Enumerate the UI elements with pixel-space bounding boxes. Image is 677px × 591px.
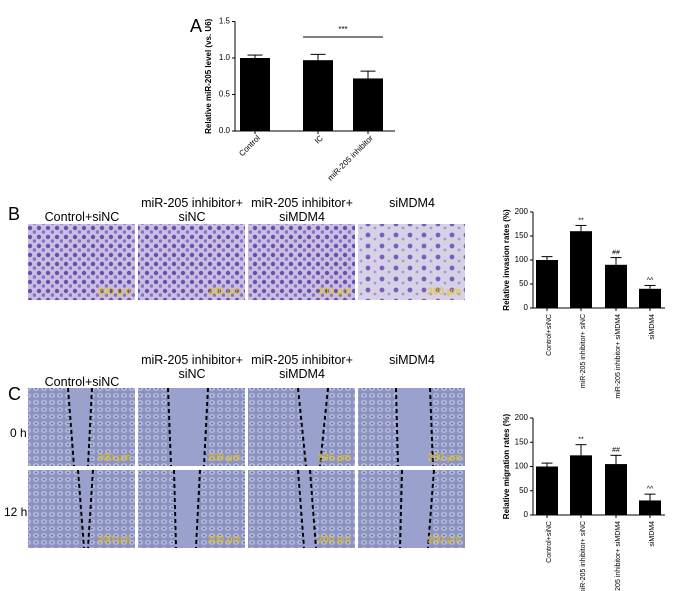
y-tick-label: 150 [515, 231, 529, 240]
scale-bar-label: 200 μm [317, 287, 351, 298]
scale-bar-label: 200 μm [317, 535, 351, 546]
significance-label: ## [612, 447, 620, 454]
wound-edge [87, 469, 94, 549]
wound-edge [297, 387, 307, 467]
y-tick-label: 100 [515, 462, 529, 471]
significance-label: ** [578, 217, 584, 224]
significance-label: ^^ [647, 486, 654, 493]
bar [605, 464, 627, 515]
scale-bar-label: 200 μm [207, 453, 241, 464]
wound-edge [77, 469, 85, 549]
wound-edge [319, 387, 329, 467]
wound-edge [395, 387, 399, 467]
bar [639, 500, 661, 515]
x-tick-label: miR-205 inhibitor [326, 133, 375, 182]
scale-bar-label: 200 μm [97, 535, 131, 546]
wound-edge [87, 387, 93, 467]
scale-bar-label: 200 μm [427, 287, 461, 298]
x-tick-label: Control [237, 133, 262, 158]
x-tick-label: miR-205 inhibitor+ siNC [580, 521, 587, 591]
invasion-image [358, 224, 465, 300]
wound-area [298, 388, 328, 466]
column-header: siMDM4 [389, 196, 435, 210]
y-tick-label: 150 [515, 437, 529, 446]
wound-edge [173, 469, 177, 549]
y-axis-label: Relative invasion rates (%) [502, 209, 511, 311]
wound-edge [309, 469, 317, 549]
column-header: miR-205 inhibitor+ siNC [141, 196, 243, 224]
bar [570, 455, 592, 515]
bar [240, 58, 270, 131]
panel-letter: C [8, 384, 21, 404]
x-tick-label: siMDM4 [649, 521, 656, 547]
row-label: 0 h [10, 426, 27, 440]
x-tick-label: miR-205 inhibitor+ siMDM4 [615, 314, 622, 399]
row-label: 12 h [4, 505, 28, 519]
y-tick-label: 0 [524, 510, 529, 519]
wound-edge [195, 469, 201, 549]
column-header: miR-205 inhibitor+ siNC [141, 353, 243, 381]
significance-label: ## [612, 249, 620, 256]
panel-letter: B [8, 204, 21, 224]
bar [570, 231, 592, 308]
x-tick-label: Control+siNC [546, 521, 553, 563]
scale-bar-label: 200 μm [97, 453, 131, 464]
scale-bar-label: 200 μm [207, 535, 241, 546]
wound-edge [67, 387, 75, 467]
wound-area [400, 470, 434, 548]
wound-edge [297, 469, 305, 549]
x-tick-label: Control+siNC [546, 314, 553, 356]
x-tick-label: miR-205 inhibitor+ siMDM4 [615, 521, 622, 591]
significance-label: ** [578, 437, 584, 444]
y-axis-label: Relative miR-205 level (vs. U6) [204, 18, 213, 134]
bar [536, 466, 558, 515]
wound-edge [427, 469, 435, 549]
column-header: Control+siNC [44, 375, 120, 389]
column-header: miR-205 inhibitor+ siMDM4 [251, 196, 353, 224]
wound-area [168, 388, 208, 466]
wound-edge [167, 387, 172, 467]
bar [353, 78, 383, 131]
wound-area [396, 388, 433, 466]
x-tick-label: miR-205 inhibitor+ siNC [580, 314, 587, 388]
invasion-image [28, 224, 135, 300]
wound-edge [429, 387, 434, 467]
wound-edge [203, 387, 209, 467]
scale-bar-label: 200 μm [317, 453, 351, 464]
y-tick-label: 1.0 [219, 53, 231, 62]
bar [605, 264, 627, 308]
y-tick-label: 1.5 [219, 17, 231, 26]
y-tick-label: 0.5 [219, 90, 231, 99]
y-tick-label: 0.0 [219, 126, 231, 135]
column-header: miR-205 inhibitor+ siMDM4 [251, 353, 353, 381]
column-header: Control+siNC [44, 210, 120, 224]
bar [536, 260, 558, 308]
scale-bar-label: 200 μm [427, 535, 461, 546]
bracket-label: *** [338, 25, 347, 34]
wound-edge [399, 469, 403, 549]
bar [303, 60, 333, 131]
panel-letter: A [190, 16, 203, 36]
y-tick-label: 200 [515, 413, 529, 422]
wound-area [68, 388, 92, 466]
invasion-image [248, 224, 355, 300]
invasion-image [138, 224, 245, 300]
scale-bar-label: 200 μm [97, 287, 131, 298]
significance-label: ^^ [647, 277, 654, 284]
y-tick-label: 50 [519, 486, 528, 495]
column-header: siMDM4 [389, 353, 435, 367]
scale-bar-label: 200 μm [427, 453, 461, 464]
scale-bar-label: 200 μm [207, 287, 241, 298]
y-axis-label: Relative migration rates (%) [502, 413, 511, 519]
y-tick-label: 200 [515, 207, 529, 216]
y-tick-label: 0 [524, 303, 529, 312]
y-tick-label: 50 [519, 279, 528, 288]
x-tick-label: siMDM4 [649, 314, 656, 340]
bar [639, 288, 661, 308]
y-tick-label: 100 [515, 255, 529, 264]
wound-area [174, 470, 200, 548]
x-tick-label: IC [313, 133, 325, 145]
